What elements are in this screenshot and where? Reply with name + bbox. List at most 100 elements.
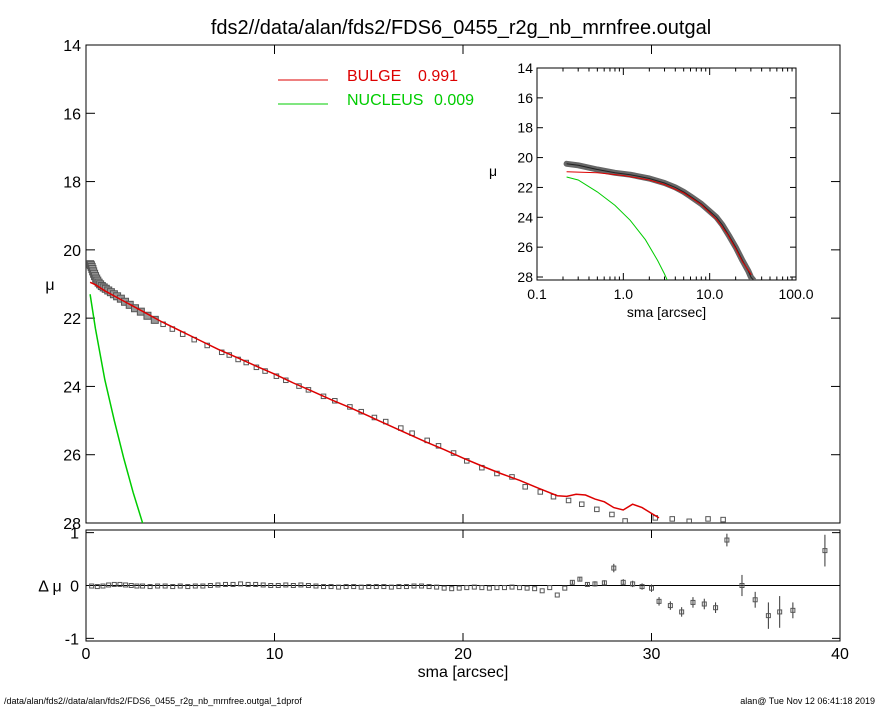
residual-point bbox=[381, 584, 387, 590]
residual-point bbox=[739, 583, 745, 588]
residual-point bbox=[486, 585, 492, 591]
main-ytick-label: 16 bbox=[63, 106, 81, 123]
residual-point bbox=[403, 584, 409, 590]
inset-panel: 14 16 18 20 22 24 26 280.1 1.0 10.0 100.0 μ sma [arc… bbox=[489, 60, 814, 320]
inset-ytick-label: 16 bbox=[517, 90, 533, 106]
residual-point bbox=[724, 537, 730, 543]
main-data-point bbox=[522, 484, 528, 490]
residual-point bbox=[441, 585, 447, 591]
residual-point bbox=[94, 584, 100, 590]
residual-point bbox=[336, 584, 342, 590]
residual-point bbox=[656, 598, 662, 604]
residual-point bbox=[177, 583, 183, 589]
main-ylabel: μ bbox=[45, 277, 54, 294]
residual-xtick-label: 0 bbox=[82, 646, 91, 663]
residual-point bbox=[577, 576, 583, 582]
residual-point bbox=[790, 607, 796, 613]
residual-point bbox=[89, 583, 95, 589]
residual-point bbox=[373, 584, 379, 590]
residual-point bbox=[275, 583, 281, 588]
inset-xtick-label: 1.0 bbox=[614, 286, 634, 302]
main-data-point bbox=[609, 511, 615, 518]
residual-point bbox=[140, 583, 146, 589]
residual-point bbox=[569, 579, 575, 585]
residual-point bbox=[123, 582, 129, 588]
residual-ytick-label: 0 bbox=[70, 579, 79, 596]
residual-point bbox=[494, 585, 500, 591]
residual-point bbox=[554, 592, 560, 598]
residual-point bbox=[290, 583, 296, 588]
residual-point bbox=[713, 605, 719, 611]
main-data-point bbox=[705, 516, 711, 522]
residual-point bbox=[592, 581, 598, 587]
inset-data-line bbox=[566, 163, 754, 280]
main-data-point bbox=[320, 393, 327, 400]
residual-point bbox=[313, 583, 319, 589]
residual-point bbox=[200, 583, 206, 589]
residual-point bbox=[100, 583, 106, 589]
main-ytick-label: 18 bbox=[63, 175, 81, 192]
residual-point bbox=[667, 603, 673, 609]
residual-point bbox=[238, 581, 244, 587]
residual-point bbox=[245, 581, 251, 587]
main-ytick-label: 14 bbox=[63, 38, 81, 55]
main-data-point bbox=[579, 501, 585, 507]
inset-ytick-label: 22 bbox=[517, 179, 533, 195]
residual-point bbox=[283, 582, 289, 588]
residual-point bbox=[752, 597, 758, 603]
inset-ytick-label: 14 bbox=[517, 60, 533, 76]
residual-point bbox=[649, 585, 654, 591]
inset-plot-area bbox=[563, 160, 757, 280]
residual-point bbox=[620, 579, 626, 585]
main-data-point bbox=[720, 516, 726, 523]
residual-ytick-label: -1 bbox=[65, 631, 79, 648]
residual-point bbox=[456, 585, 462, 591]
residual-point bbox=[701, 601, 707, 607]
legend-nucleus-value: 0.009 bbox=[434, 92, 474, 109]
main-data-point bbox=[637, 522, 643, 523]
residual-point bbox=[524, 585, 530, 591]
inset-xtick-label: 0.1 bbox=[527, 286, 547, 302]
main-nucleus-line bbox=[89, 294, 144, 523]
legend: BULGE 0.991 NUCLEUS 0.009 bbox=[278, 68, 474, 109]
inset-xlabel: sma [arcsec] bbox=[627, 304, 706, 320]
residual-point bbox=[630, 581, 636, 587]
residual-point bbox=[128, 583, 134, 588]
residual-point bbox=[366, 584, 372, 590]
residual-point bbox=[690, 599, 696, 605]
residual-point bbox=[185, 584, 191, 590]
residual-point bbox=[321, 584, 327, 590]
residual-point bbox=[434, 584, 440, 590]
inset-xtick-label: 10.0 bbox=[696, 286, 723, 302]
legend-bulge-name: BULGE bbox=[347, 68, 401, 85]
main-data-point bbox=[622, 518, 628, 523]
residual-point bbox=[822, 548, 828, 554]
residual-point bbox=[388, 584, 394, 590]
residual-point bbox=[328, 584, 334, 590]
inset-plot-frame bbox=[536, 67, 797, 281]
residual-xtick-label: 30 bbox=[643, 646, 661, 663]
residual-point bbox=[501, 585, 507, 591]
residual-point bbox=[639, 584, 645, 590]
main-data-point bbox=[686, 518, 692, 523]
residual-point bbox=[562, 585, 568, 591]
residual-point bbox=[106, 582, 112, 588]
residual-point bbox=[343, 584, 349, 590]
residual-xtick-label: 40 bbox=[831, 646, 849, 663]
residual-point bbox=[222, 581, 228, 587]
residual-point bbox=[765, 613, 771, 619]
main-data-point bbox=[594, 506, 600, 513]
residual-point bbox=[351, 584, 357, 590]
residual-point bbox=[260, 582, 266, 588]
footer-user-timestamp: alan@ Tue Nov 12 06:41:18 2019 bbox=[740, 696, 875, 706]
residual-point bbox=[358, 584, 364, 590]
main-ytick-label: 22 bbox=[63, 311, 81, 328]
residual-point bbox=[517, 585, 523, 591]
residual-point bbox=[601, 580, 607, 586]
residual-point bbox=[426, 584, 432, 590]
chart-title: fds2//data/alan/fds2/FDS6_0455_r2g_nb_mr… bbox=[211, 17, 711, 39]
residual-point bbox=[411, 583, 417, 589]
main-panel: 14 16 18 20 22 24 26 28 μ bbox=[45, 38, 841, 533]
